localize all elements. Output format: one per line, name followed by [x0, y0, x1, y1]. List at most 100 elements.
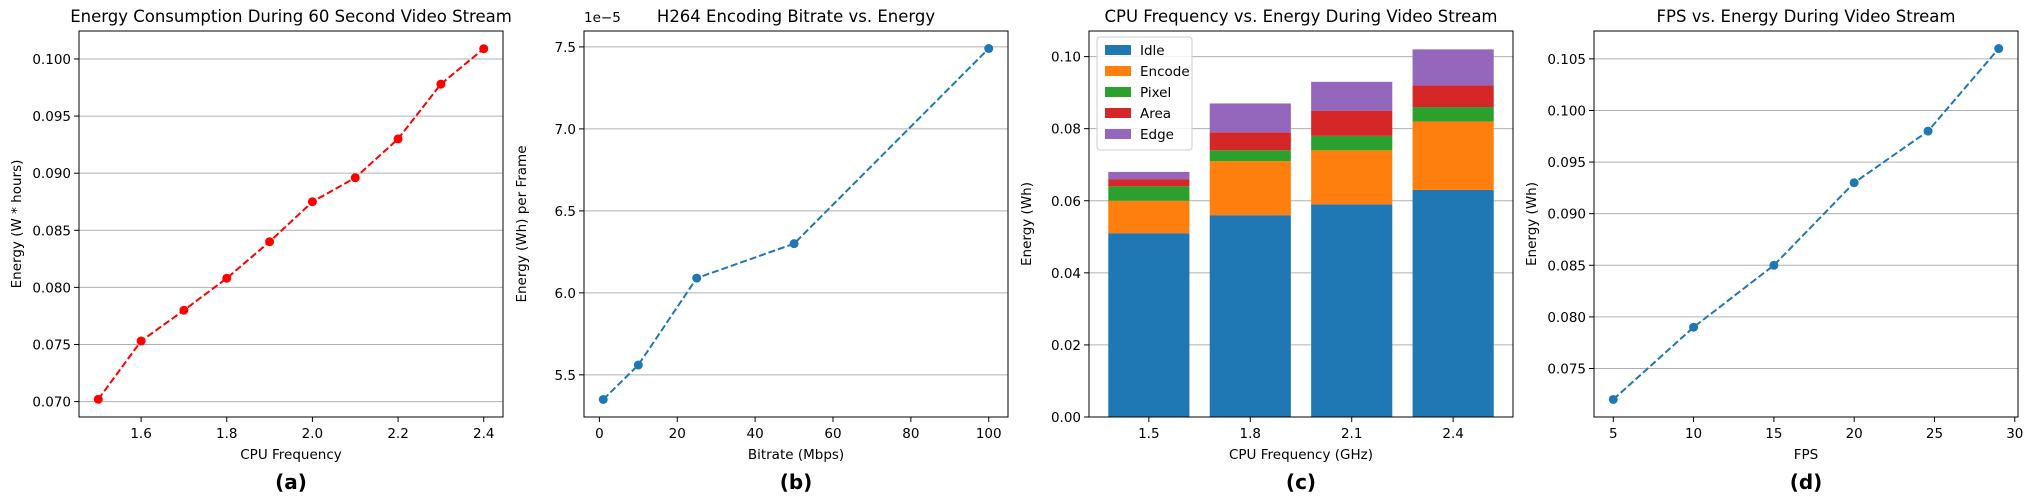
legend-swatch-area — [1105, 108, 1131, 118]
data-point-1 — [1689, 322, 1699, 332]
legend-label-pixel: Pixel — [1140, 85, 1171, 101]
x-tick-label: 40 — [747, 426, 764, 442]
y-tick-label: 0.08 — [1051, 122, 1081, 138]
bar-edge-1.5 — [1108, 171, 1190, 180]
x-tick-label: 60 — [824, 426, 841, 442]
panel-label: (d) — [1790, 470, 1823, 494]
data-point-2 — [692, 273, 702, 283]
data-point-3 — [1849, 178, 1859, 188]
x-tick-label: 0 — [595, 426, 604, 442]
bar-area-1.8 — [1209, 132, 1291, 151]
y-tick-label: 7.5 — [555, 40, 576, 56]
x-axis-label: FPS — [1794, 447, 1818, 463]
axes-frame — [583, 30, 1009, 418]
panel-label: (c) — [1286, 470, 1316, 494]
legend: Idle Encode Pixel Area Edge — [1096, 36, 1193, 151]
x-tick-label: 25 — [1926, 426, 1943, 442]
series-line-0 — [97, 47, 485, 400]
x-tick-label: 15 — [1765, 426, 1782, 442]
data-point-4 — [1923, 126, 1933, 136]
y-tick-label: 0.075 — [1547, 361, 1586, 377]
data-point-7 — [393, 134, 403, 144]
y-tick-label: 5.5 — [555, 368, 576, 384]
y-tick-label: 0.100 — [1547, 103, 1586, 119]
data-point-0 — [598, 394, 608, 404]
x-tick-label: 10 — [1685, 426, 1702, 442]
y-tick-label: 7.0 — [555, 122, 576, 138]
x-axis-label: CPU Frequency — [240, 447, 341, 463]
bar-pixel-2.1 — [1311, 135, 1393, 151]
chart-panel-4: 0.075 0.080 0.085 0.090 0.095 0.100 0.105 5 10 15… — [1524, 7, 2023, 494]
legend-label-idle: Idle — [1140, 43, 1165, 59]
x-tick-label: 2.4 — [473, 426, 494, 442]
axes-frame — [78, 30, 504, 418]
y-tick-label: 6.0 — [555, 286, 576, 302]
bar-edge-2.1 — [1311, 81, 1393, 111]
chart-title: Energy Consumption During 60 Second Vide… — [70, 7, 512, 26]
data-point-8 — [436, 79, 446, 89]
y-tick-label: 0.090 — [1547, 207, 1586, 223]
series-line-0 — [1612, 47, 2000, 401]
chart-title: H264 Encoding Bitrate vs. Energy — [657, 7, 935, 26]
x-tick-label: 1.5 — [1138, 426, 1159, 442]
bar-idle-2.4 — [1412, 189, 1494, 417]
legend-swatch-idle — [1105, 45, 1131, 55]
y-tick-label: 0.080 — [32, 280, 71, 296]
bar-area-2.1 — [1311, 110, 1393, 136]
x-tick-label: 80 — [902, 426, 919, 442]
chart-panel-3: 0.00 0.02 0.04 0.06 0.08 0.10 1.5 1.8 2.1 2.4 CPU … — [1019, 7, 1514, 494]
x-tick-label: 2.1 — [1341, 426, 1362, 442]
x-tick-label: 1.8 — [216, 426, 237, 442]
legend-label-area: Area — [1140, 106, 1171, 122]
x-tick-label: 20 — [669, 426, 686, 442]
y-tick-label: 0.085 — [32, 223, 71, 239]
bar-area-1.5 — [1108, 179, 1190, 187]
bar-idle-1.8 — [1209, 215, 1291, 417]
bar-area-2.4 — [1412, 85, 1494, 108]
data-point-9 — [479, 44, 489, 54]
bar-idle-1.5 — [1108, 233, 1190, 417]
y-tick-label: 0.085 — [1547, 258, 1586, 274]
y-tick-label: 0.080 — [1547, 310, 1586, 326]
legend-box — [1096, 36, 1193, 151]
x-tick-label: 20 — [1846, 426, 1863, 442]
data-point-3 — [789, 239, 799, 249]
y-tick-label: 0.070 — [32, 395, 71, 411]
y-tick-label: 0.00 — [1051, 410, 1081, 426]
x-tick-label: 5 — [1609, 426, 1618, 442]
x-tick-label: 1.6 — [130, 426, 151, 442]
bar-pixel-1.8 — [1209, 150, 1291, 162]
data-point-1 — [136, 336, 146, 346]
y-tick-label: 0.04 — [1051, 266, 1081, 282]
data-point-0 — [93, 394, 103, 404]
axes-frame — [1088, 30, 1514, 418]
panel-label: (a) — [275, 470, 307, 494]
legend-label-edge: Edge — [1140, 127, 1174, 143]
y-axis-label: Energy (Wh) per Frame — [514, 145, 530, 302]
y-axis-label: Energy (W * hours) — [9, 160, 25, 289]
y-tick-label: 0.095 — [32, 109, 71, 125]
data-point-2 — [179, 305, 189, 315]
x-tick-label: 2.0 — [302, 426, 323, 442]
legend-swatch-edge — [1105, 129, 1131, 139]
legend-swatch-encode — [1105, 66, 1131, 76]
data-point-4 — [984, 44, 994, 54]
y-tick-label: 0.090 — [32, 166, 71, 182]
data-point-0 — [1608, 394, 1618, 404]
x-axis-label: Bitrate (Mbps) — [748, 447, 844, 463]
series-line-0 — [602, 47, 990, 401]
bar-encode-2.1 — [1311, 150, 1393, 205]
y-axis-label: Energy (Wh) — [1019, 182, 1035, 266]
panel-label: (b) — [780, 470, 813, 494]
y-tick-label: 0.10 — [1051, 50, 1081, 66]
x-axis-label: CPU Frequency (GHz) — [1229, 447, 1373, 463]
y-tick-label: 0.100 — [32, 52, 71, 68]
data-point-2 — [1769, 260, 1779, 270]
y-tick-label: 0.095 — [1547, 155, 1586, 171]
chart-title: CPU Frequency vs. Energy During Video St… — [1104, 7, 1497, 26]
axes-frame — [1593, 30, 2019, 418]
y-tick-label: 0.06 — [1051, 194, 1081, 210]
x-tick-label: 2.2 — [387, 426, 408, 442]
data-point-3 — [222, 273, 232, 283]
y-offset-text: 1e−5 — [584, 10, 621, 26]
